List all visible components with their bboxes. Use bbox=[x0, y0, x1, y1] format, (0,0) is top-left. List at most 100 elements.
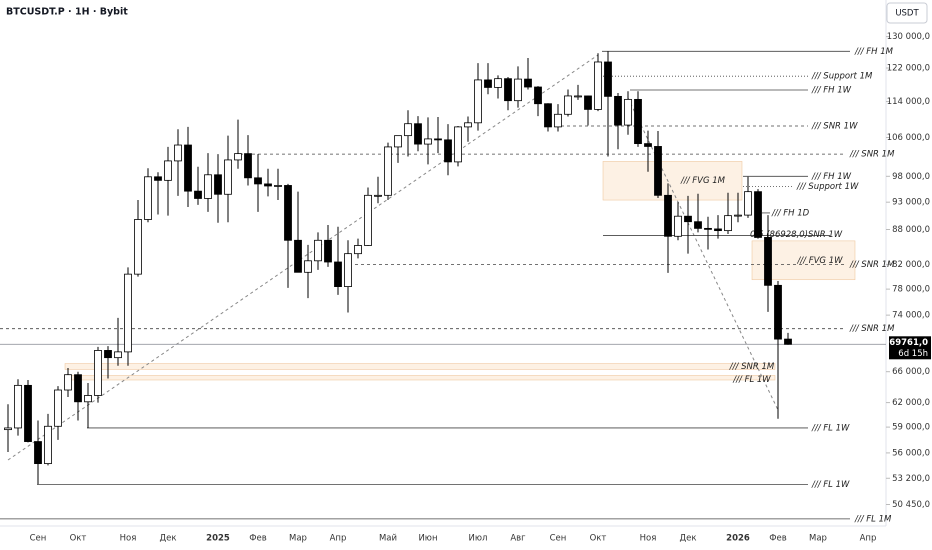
candle-body bbox=[604, 61, 612, 97]
candle-body bbox=[324, 239, 332, 263]
zone-label: /// FVG 1W bbox=[796, 256, 843, 266]
candle-body bbox=[144, 176, 152, 220]
x-tick-label: 2025 bbox=[206, 534, 230, 544]
candle-body bbox=[574, 95, 582, 98]
candle-body bbox=[744, 191, 752, 216]
candle-body bbox=[614, 95, 622, 126]
zone bbox=[64, 363, 776, 370]
y-tick-label: 53 200,0 bbox=[892, 474, 930, 484]
x-tick-label: Окт bbox=[590, 534, 607, 544]
candle-body bbox=[584, 95, 592, 110]
y-tick-label: 82 000,0 bbox=[892, 260, 930, 270]
candle-body bbox=[24, 384, 32, 442]
candle-body bbox=[214, 174, 222, 195]
candle-body bbox=[414, 123, 422, 145]
candle-body bbox=[14, 384, 22, 429]
candle-body bbox=[344, 253, 352, 287]
candle-body bbox=[174, 144, 182, 162]
candle-body bbox=[374, 194, 382, 197]
x-tick-label: Дек bbox=[159, 534, 176, 544]
y-tick-label: 106 000,0 bbox=[887, 133, 930, 143]
candle-body bbox=[674, 215, 682, 237]
trend-line bbox=[7, 54, 599, 461]
level-label: /// FH 1D bbox=[771, 208, 810, 218]
candle-body bbox=[254, 177, 262, 185]
candle-body bbox=[424, 138, 432, 145]
x-tick-label: Апр bbox=[860, 534, 877, 544]
level-label: /// Support 1W bbox=[796, 182, 859, 192]
candle-body bbox=[284, 185, 292, 241]
zone-label: /// SNR 1M bbox=[729, 362, 775, 372]
level-label: /// FL 1W bbox=[811, 480, 850, 490]
candle-body bbox=[264, 183, 272, 187]
y-tick-label: 130 000,0 bbox=[887, 32, 930, 42]
candle-body bbox=[774, 284, 782, 340]
y-tick-label: 56 000,0 bbox=[892, 448, 930, 458]
candle-body bbox=[334, 261, 342, 287]
candle-body bbox=[784, 338, 792, 345]
y-tick-label: 78 000,0 bbox=[892, 285, 930, 295]
candle-body bbox=[54, 389, 62, 427]
level-label: /// FL 1W bbox=[811, 423, 850, 433]
candle-body bbox=[134, 219, 142, 275]
candle-body bbox=[184, 144, 192, 192]
x-tick-label: Июл bbox=[469, 534, 488, 544]
candle-body bbox=[594, 61, 602, 110]
y-tick-label: 50 450,0 bbox=[892, 500, 930, 510]
level-label: 0,5 (86928,0)SNR 1W bbox=[750, 230, 843, 240]
candle-body bbox=[524, 78, 532, 88]
zone bbox=[602, 161, 743, 201]
candle-body bbox=[684, 215, 692, 223]
candle-body bbox=[634, 98, 642, 145]
countdown-label: 6d 15h bbox=[898, 349, 928, 359]
candle-body bbox=[504, 78, 512, 102]
x-tick-label: Май bbox=[379, 534, 397, 544]
candle-body bbox=[124, 273, 132, 353]
candle-body bbox=[304, 260, 312, 273]
currency-label[interactable]: USDT bbox=[895, 9, 919, 19]
y-tick-label: 114 000,0 bbox=[887, 97, 930, 107]
x-tick-label: Апр bbox=[330, 534, 347, 544]
candle-body bbox=[354, 245, 362, 255]
candle-body bbox=[164, 160, 172, 181]
level-label: /// SNR 1M bbox=[849, 150, 895, 160]
candle-body bbox=[534, 86, 542, 105]
candle-body bbox=[764, 237, 772, 286]
last-price-box bbox=[889, 336, 931, 360]
zone-label: /// FL 1W bbox=[732, 375, 771, 385]
level-label: /// FL 1M bbox=[854, 514, 892, 524]
x-tick-label: 2026 bbox=[726, 534, 750, 544]
candle-body bbox=[454, 126, 462, 163]
y-tick-label: 66 000,0 bbox=[892, 367, 930, 377]
candle-body bbox=[64, 374, 72, 391]
x-tick-label: Мар bbox=[809, 534, 827, 544]
candle-body bbox=[474, 79, 482, 124]
candle-body bbox=[734, 214, 742, 217]
candle-body bbox=[664, 194, 672, 237]
candle-body bbox=[204, 174, 212, 199]
level-label: /// Support 1M bbox=[811, 72, 873, 82]
y-tick-label: 93 000,0 bbox=[892, 198, 930, 208]
x-tick-label: Дек bbox=[679, 534, 696, 544]
candle-body bbox=[754, 191, 762, 238]
candle-body bbox=[314, 239, 322, 262]
x-tick-label: Ноя bbox=[120, 534, 137, 544]
x-tick-label: Июн bbox=[418, 534, 437, 544]
candle-body bbox=[444, 139, 452, 163]
candle-body bbox=[234, 153, 242, 161]
candle-body bbox=[114, 351, 122, 359]
candle-body bbox=[294, 239, 302, 273]
candle-body bbox=[714, 228, 722, 232]
candle-body bbox=[554, 113, 562, 128]
x-tick-label: Ноя bbox=[640, 534, 657, 544]
x-tick-label: Фев bbox=[769, 534, 787, 544]
candle-body bbox=[704, 227, 712, 230]
y-tick-label: 59 000,0 bbox=[892, 423, 930, 433]
currency-button[interactable] bbox=[886, 2, 928, 24]
candle-body bbox=[484, 79, 492, 88]
candle-body bbox=[654, 146, 662, 196]
candle-body bbox=[4, 427, 12, 431]
candle-body bbox=[434, 138, 442, 141]
candle-body bbox=[514, 78, 522, 102]
